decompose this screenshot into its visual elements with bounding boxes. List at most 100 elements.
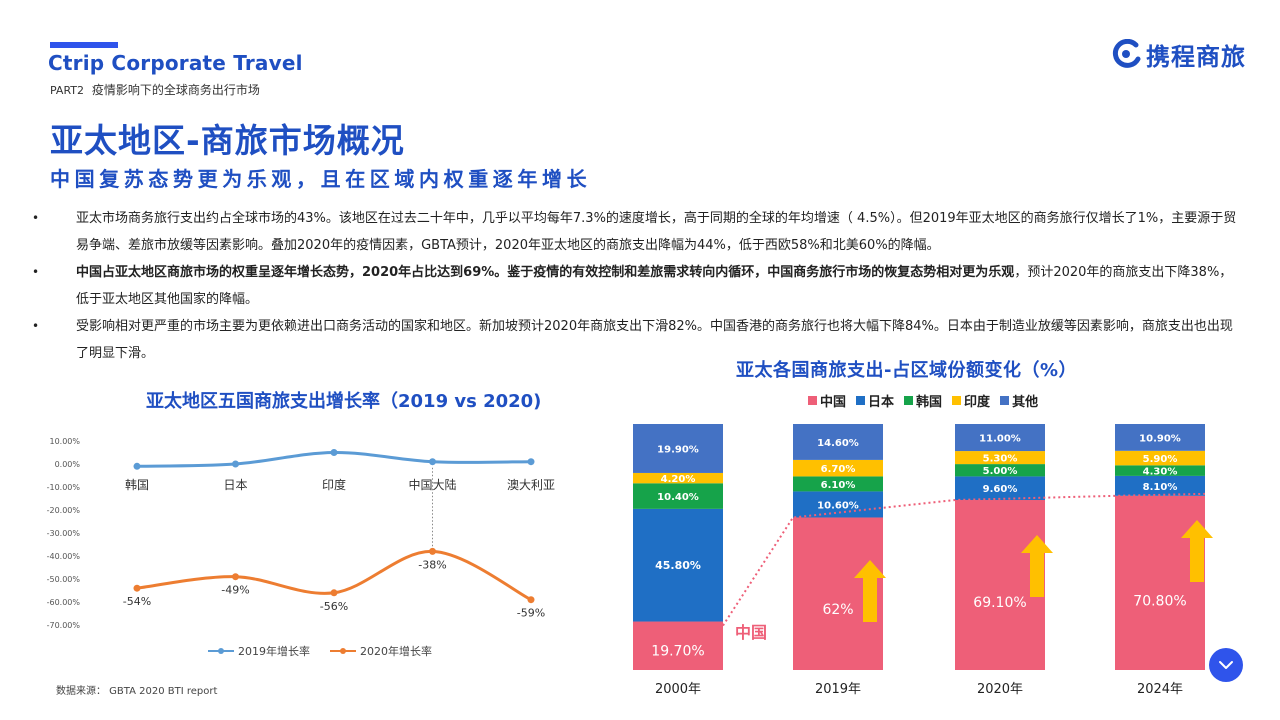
data-label: -59%: [517, 607, 545, 620]
china-annotation: 中国: [735, 623, 767, 642]
bar-segment-korea: [633, 483, 723, 509]
legend-item: 中国: [808, 391, 846, 410]
x-category-label: 澳大利亚: [507, 478, 555, 492]
data-point: [330, 449, 338, 456]
bar-value-label: 8.10%: [1143, 482, 1178, 493]
legend-swatch: [808, 396, 817, 405]
chevron-down-icon: [1219, 661, 1233, 669]
bar-segment-korea: [793, 476, 883, 492]
legend-swatch: [904, 396, 914, 405]
y-tick-label: 10.00%: [49, 437, 80, 446]
bar-value-label: 10.90%: [1139, 433, 1181, 444]
legend-item: 韩国: [904, 391, 942, 410]
page-title: 亚太地区-商旅市场概况: [50, 121, 405, 160]
data-point: [330, 589, 338, 597]
share-chart-legend: 中国 日本 韩国 印度 其他: [808, 391, 1038, 410]
bullet-text: 亚太市场商务旅行支出约占全球市场的43%。该地区在过去二十年中，几乎以平均每年7…: [76, 211, 1237, 253]
scroll-down-button[interactable]: [1209, 648, 1243, 682]
bar-segment-other: [793, 424, 883, 460]
legend-marker: [218, 648, 224, 654]
bar-value-label: 69.10%: [973, 595, 1026, 611]
bullet-item: • 受影响相对更严重的市场主要为更依赖进出口商务活动的国家和地区。新加坡预计202…: [30, 313, 1242, 367]
bar-value-label: 45.80%: [655, 559, 701, 572]
y-tick-label: -20.00%: [47, 506, 81, 515]
part-label: PART2 疫情影响下的全球商务出行市场: [50, 81, 260, 98]
data-source: 数据来源： GBTA 2020 BTI report: [56, 686, 218, 697]
bar-segment-korea: [955, 464, 1045, 477]
data-label: -54%: [123, 595, 151, 608]
page-subtitle: 中国复苏态势更为乐观，且在区域内权重逐年增长: [50, 167, 592, 191]
x-category-label: 2019年: [815, 682, 861, 697]
bar-segment-other: [955, 424, 1045, 452]
bullet-dot: •: [32, 319, 40, 333]
y-tick-label: -50.00%: [47, 575, 81, 584]
bar-value-label: 14.60%: [817, 438, 859, 449]
x-category-label: 韩国: [125, 477, 149, 492]
data-point: [232, 460, 239, 468]
data-point: [429, 547, 436, 555]
bar-value-label: 11.00%: [979, 434, 1021, 445]
data-label: -49%: [221, 584, 249, 597]
china-trend-line: [722, 492, 1206, 627]
ctrip-logo: 携程商旅: [1112, 34, 1246, 74]
y-tick-label: -40.00%: [47, 552, 81, 561]
data-point: [133, 584, 141, 592]
part-number: PART2: [50, 84, 85, 97]
bar-value-label: 4.20%: [661, 474, 696, 485]
legend-label: 2019年增长率: [238, 644, 310, 658]
legend-label: 韩国: [916, 395, 943, 410]
bar-segment-japan: [793, 491, 883, 518]
x-category-label: 日本: [223, 478, 247, 492]
bar-value-label: 5.90%: [1143, 454, 1178, 465]
bar-value-label: 19.70%: [651, 644, 704, 660]
bar-value-label: 10.60%: [817, 500, 859, 511]
growth-line-chart: 10.00% 0.00% -10.00% -20.00% -30.00% -40.00% -…: [47, 437, 555, 658]
up-arrow-icon: [1021, 535, 1053, 597]
y-tick-label: -30.00%: [47, 529, 81, 538]
legend-swatch: [856, 396, 866, 405]
legend-label: 日本: [868, 395, 895, 410]
logo-icon: [1112, 39, 1141, 68]
y-tick-label: 0.00%: [55, 460, 81, 469]
bullet-dot: •: [32, 265, 40, 279]
bar-value-label: 9.60%: [983, 484, 1018, 495]
bar-segment-india: [633, 472, 723, 484]
bar-segment-china: [633, 621, 723, 670]
bar-value-label: 4.30%: [1143, 467, 1178, 478]
bar-value-label: 70.80%: [1133, 593, 1186, 609]
x-category-label: 2020年: [977, 682, 1023, 697]
bar-segment-other: [633, 424, 723, 473]
brand-title: Ctrip Corporate Travel: [48, 51, 303, 75]
legend-label: 2020年增长率: [360, 644, 432, 658]
bar-segment-china: [1115, 495, 1205, 670]
legend-swatch: [1000, 396, 1010, 405]
x-category-label: 2000年: [655, 682, 701, 697]
data-label: -56%: [320, 600, 348, 613]
bar-segment-india: [1115, 450, 1205, 466]
bar-segment-japan: [633, 508, 723, 622]
bar-segment-other: [1115, 424, 1205, 451]
bullet-text: ，预计2020年的商旅支出下降38%，低于亚太地区其他国家的降幅。: [76, 265, 1233, 307]
bullet-dot: •: [32, 211, 40, 225]
logo-text: 携程商旅: [1146, 42, 1246, 71]
data-point: [429, 458, 436, 466]
bar-segment-korea: [1115, 465, 1205, 476]
part-title: 疫情影响下的全球商务出行市场: [91, 83, 260, 97]
legend-swatch: [952, 396, 962, 405]
x-category-label: 印度: [322, 477, 346, 492]
bullet-text-bold: 中国占亚太地区商旅市场的权重呈逐年增长态势，2020年占比达到69%。鉴于疫情的…: [76, 265, 1015, 280]
bar-value-label: 19.90%: [657, 444, 699, 455]
data-point: [527, 596, 535, 604]
legend-item: 日本: [856, 391, 894, 410]
bar-segment-india: [793, 459, 883, 477]
data-point: [527, 458, 535, 466]
bar-segment-japan: [1115, 475, 1205, 496]
bullet-item: • 亚太市场商务旅行支出约占全球市场的43%。该地区在过去二十年中，几乎以平均每年…: [30, 205, 1242, 259]
growth-chart-title: 亚太地区五国商旅支出增长率（2019 vs 2020): [146, 391, 542, 412]
bullet-list: • 亚太市场商务旅行支出约占全球市场的43%。该地区在过去二十年中，几乎以平均每年…: [30, 205, 1242, 367]
legend-label: 印度: [964, 395, 991, 410]
bar-value-label: 10.40%: [657, 492, 699, 503]
bar-value-label: 5.30%: [983, 454, 1018, 465]
x-category-label: 2024年: [1137, 682, 1183, 697]
bar-segment-india: [955, 451, 1045, 465]
